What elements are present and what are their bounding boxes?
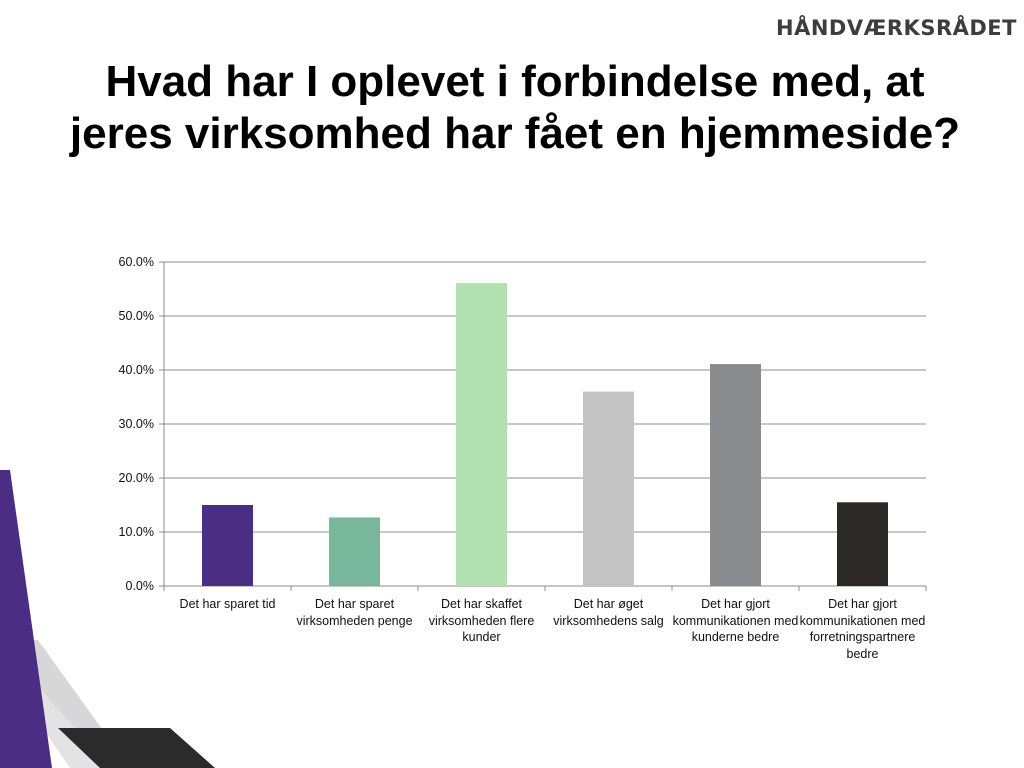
- y-tick-label: 30.0%: [119, 417, 154, 431]
- stripe-purple: [0, 470, 52, 768]
- gridlines: [159, 261, 926, 587]
- x-category-label: Det har gjort kommunikationen med forret…: [799, 597, 926, 661]
- x-category-label: Det har sparet tid: [179, 597, 276, 611]
- slide-title: Hvad har I oplevet i forbindelse med, at…: [69, 57, 961, 158]
- stripe-dark: [58, 728, 215, 768]
- brand-logo: HÅNDVÆRKSRÅDET: [776, 16, 1017, 40]
- bars: [202, 283, 888, 586]
- decorative-stripes: [0, 470, 215, 768]
- y-tick-label: 60.0%: [119, 255, 154, 269]
- y-tick-label: 10.0%: [119, 525, 154, 539]
- bar: [583, 391, 634, 586]
- bar: [202, 505, 253, 586]
- y-tick-label: 0.0%: [126, 579, 155, 593]
- bar: [329, 517, 380, 586]
- bar: [456, 283, 507, 586]
- y-tick-label: 50.0%: [119, 309, 154, 323]
- bar: [710, 364, 761, 586]
- x-category-label: Det har sparet virksomheden penge: [296, 597, 413, 628]
- y-tick-labels: 0.0% 10.0% 20.0% 30.0% 40.0% 50.0% 60.0%: [119, 255, 154, 593]
- y-tick-label: 40.0%: [119, 363, 154, 377]
- x-category-label: Det har øget virksomhedens salg: [553, 597, 664, 628]
- y-tick-label: 20.0%: [119, 471, 154, 485]
- x-category-label: Det har gjort kommunikationen med kunder…: [672, 597, 799, 644]
- bar: [837, 502, 888, 586]
- x-category-label: Det har skaffet virksomheden flere kunde…: [428, 597, 535, 644]
- axes: [163, 262, 927, 591]
